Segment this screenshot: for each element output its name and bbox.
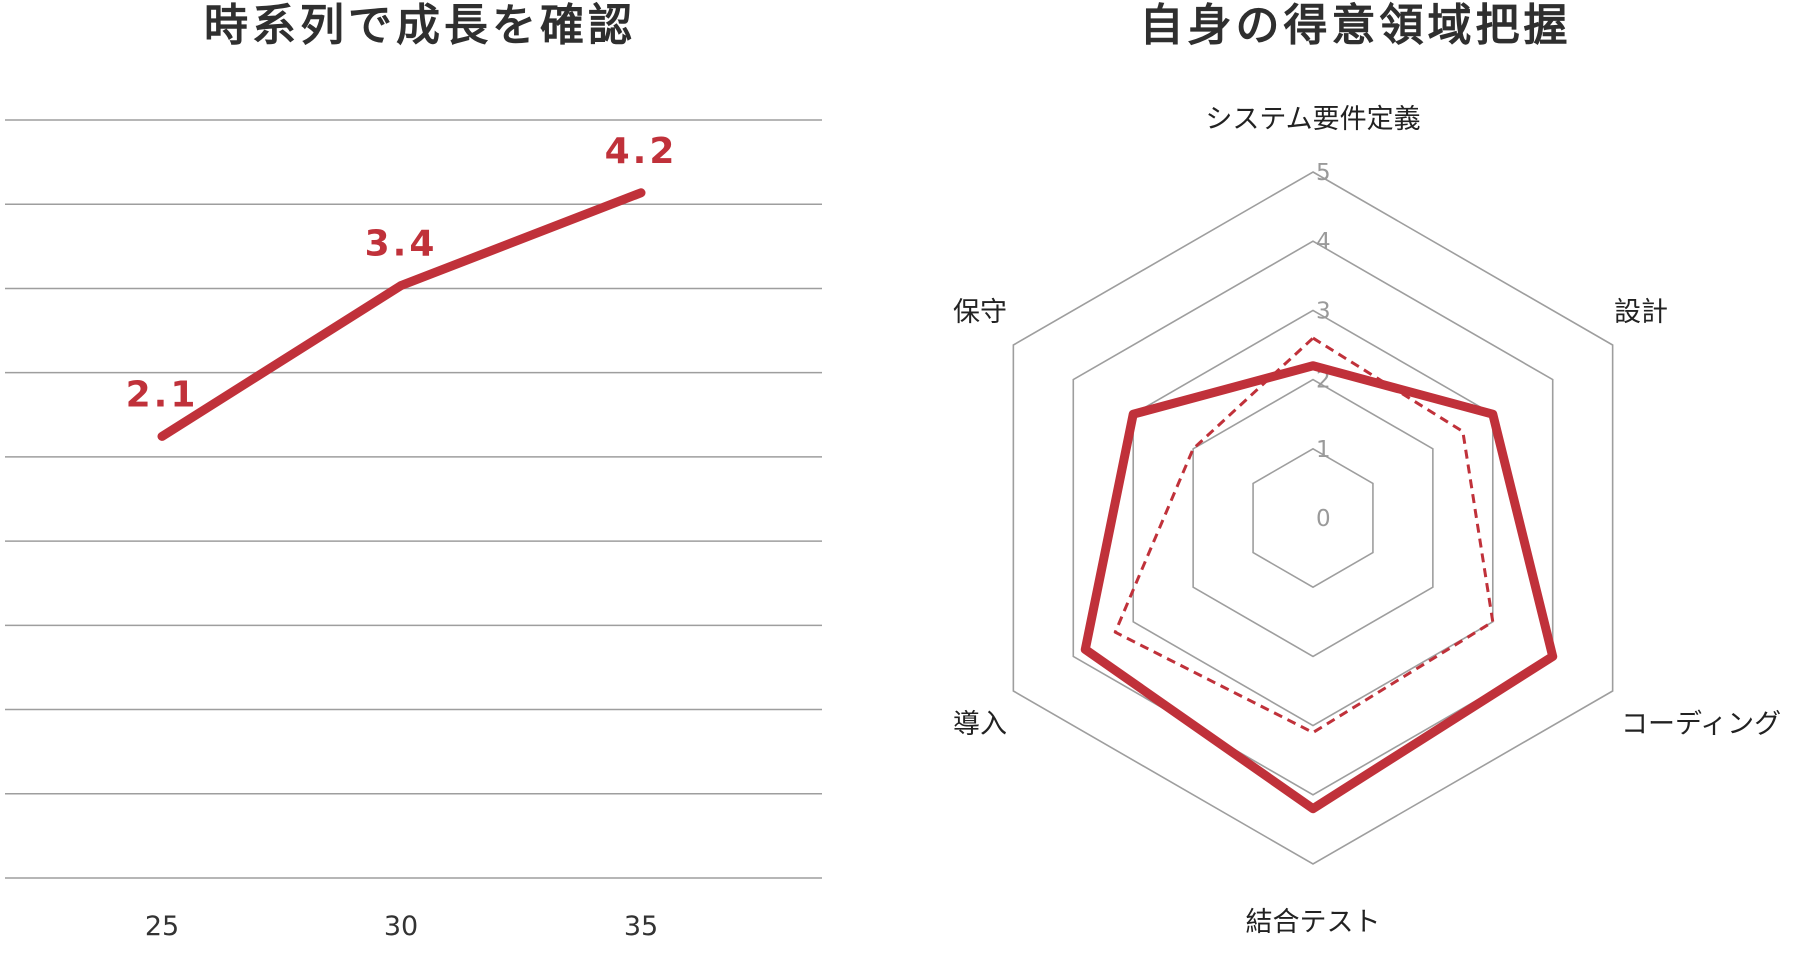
radar-grid-ring (1192, 378, 1434, 658)
radar-series-dashed (1113, 336, 1495, 735)
radar-tick-label: 4 (1316, 229, 1331, 255)
radar-grid-ring (1132, 309, 1494, 727)
radar-tick-label: 1 (1316, 437, 1331, 463)
radar-axis-label: 導入 (953, 709, 1007, 740)
data-label: 3.4 (365, 224, 438, 265)
line-chart: 2.1 3.4 4.2 25 30 35 (5, 119, 822, 942)
series-line (157, 188, 646, 441)
radar-tick-label: 2 (1316, 368, 1331, 394)
radar-grid-ring (1072, 240, 1554, 796)
radar-axis-label: コーディング (1621, 709, 1781, 740)
radar-grid-ring (1012, 171, 1614, 865)
x-tick-label: 25 (145, 911, 179, 942)
radar-axis-label: システム要件定義 (1205, 104, 1420, 135)
radar-axis-label: 結合テスト (1246, 907, 1381, 938)
radar-axis-label: 設計 (1614, 297, 1668, 328)
radar-tick-label: 3 (1316, 298, 1331, 324)
radar-tick-label: 5 (1316, 160, 1331, 186)
line-chart-title: 時系列で成長を確認 (204, 0, 636, 51)
radar-series-solid (1080, 361, 1558, 814)
radar-tick-label: 0 (1316, 506, 1331, 532)
radar-chart-title: 自身の得意領域把握 (1139, 0, 1572, 51)
radar-grid-ring (1252, 447, 1374, 589)
x-tick-label: 35 (624, 911, 658, 942)
data-label: 4.2 (605, 131, 678, 172)
radar-axis-label: 保守 (953, 297, 1007, 328)
x-tick-label: 30 (384, 911, 418, 942)
data-label: 2.1 (126, 374, 199, 415)
